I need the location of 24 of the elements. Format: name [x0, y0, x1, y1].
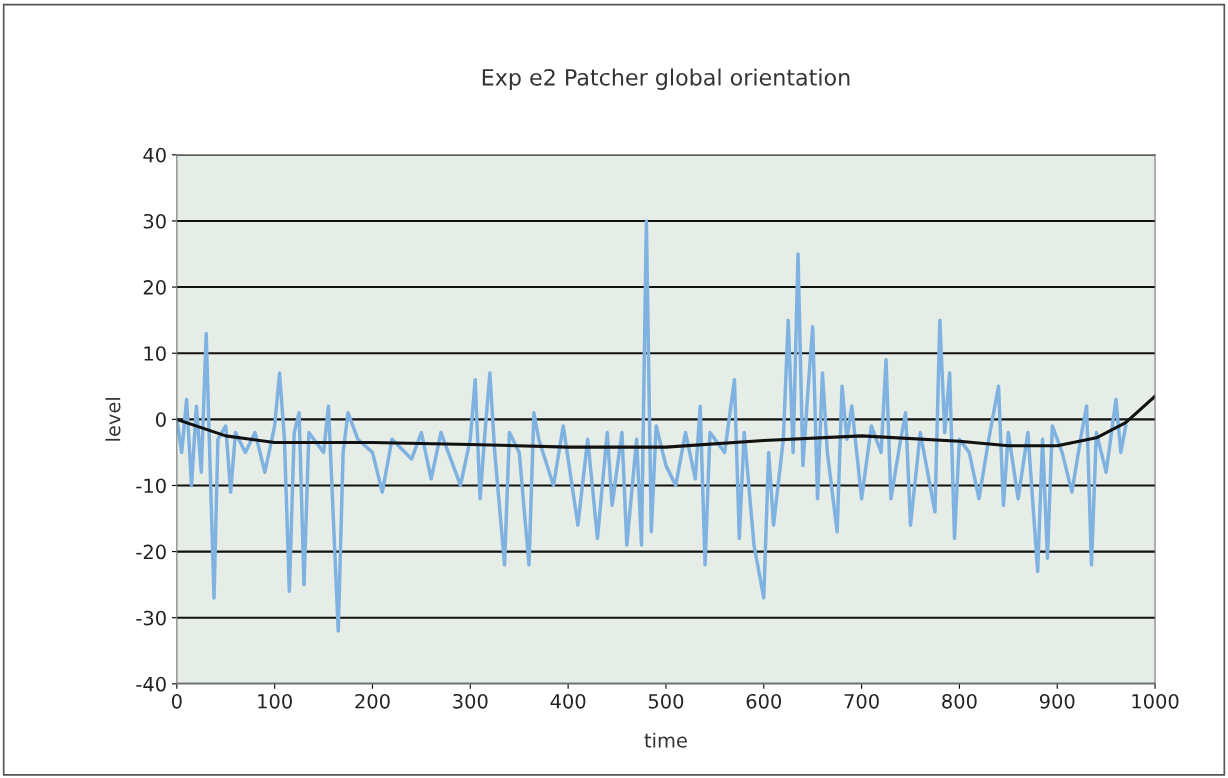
y-tick-label: 20: [143, 280, 166, 295]
x-tick-label: 700: [844, 693, 879, 709]
y-tick-label: -30: [136, 610, 166, 626]
x-tick-label: 500: [648, 693, 684, 709]
y-tick-label: 40: [143, 147, 166, 163]
x-tick-label: 300: [453, 693, 488, 709]
x-tick-label: 1000: [1132, 693, 1179, 709]
x-tick-label: 400: [550, 693, 586, 709]
x-tick-label: 800: [942, 693, 977, 709]
x-tick-label: 200: [355, 693, 390, 709]
y-tick-label: -20: [136, 544, 166, 560]
y-tick-label: 30: [143, 213, 166, 229]
y-tick-label: -10: [136, 478, 166, 494]
x-tick-label: 100: [258, 693, 292, 709]
y-tick-label: -40: [136, 676, 166, 692]
y-axis-title: level: [105, 398, 121, 441]
x-tick-label: 900: [1039, 693, 1075, 709]
chart-title: Exp e2 Patcher global orientation: [482, 68, 850, 90]
line-series: [176, 219, 1128, 633]
y-tick-label: 10: [144, 346, 166, 361]
x-axis-title: time: [644, 732, 687, 748]
x-tick-label: 0: [171, 693, 182, 709]
y-tick-label: 0: [156, 412, 166, 428]
x-tick-label: 600: [746, 693, 782, 709]
